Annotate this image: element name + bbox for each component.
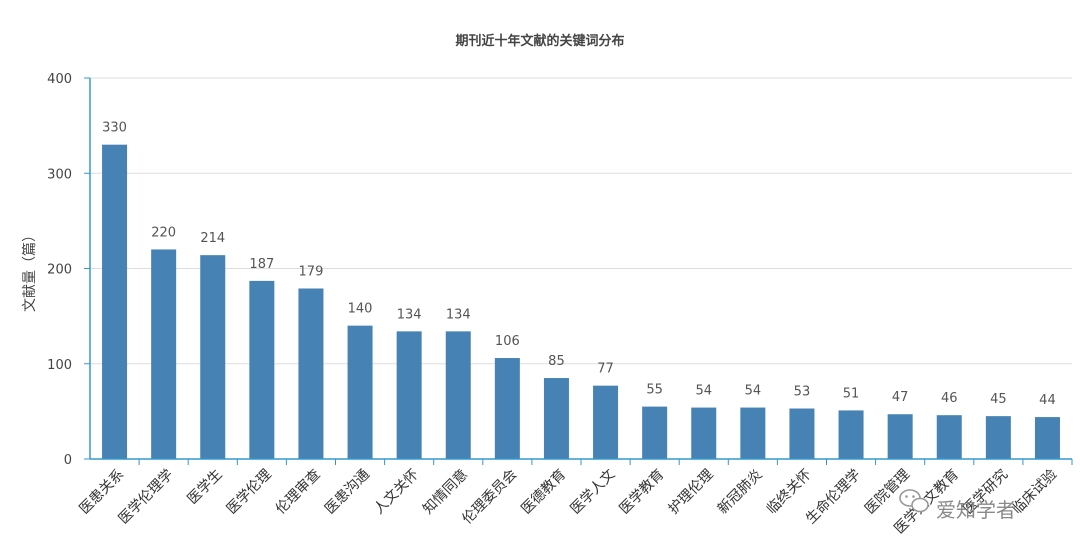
bar xyxy=(985,416,1011,459)
category-label: 临床试验 xyxy=(1009,467,1060,518)
bar xyxy=(740,407,766,459)
bar xyxy=(642,406,668,459)
category-label: 新冠肺炎 xyxy=(715,467,766,518)
category-label: 医患关系 xyxy=(76,467,127,518)
bars: 330 220 214 187 179 140 134 134 106 85 77 55 54 54 53 5… xyxy=(102,121,1060,460)
data-label: 54 xyxy=(745,384,762,399)
data-label: 140 xyxy=(348,302,373,317)
bar xyxy=(151,249,177,459)
category-label: 医院管理 xyxy=(862,467,913,518)
y-axis-ticks: 0 100 200 300 400 xyxy=(47,72,90,468)
bar xyxy=(249,280,275,459)
category-label: 医学伦理 xyxy=(224,467,275,518)
bar xyxy=(445,331,471,459)
y-tick-label: 400 xyxy=(47,72,72,87)
data-label: 46 xyxy=(941,391,958,406)
data-label: 134 xyxy=(397,307,422,322)
data-label: 47 xyxy=(892,390,909,405)
data-label: 330 xyxy=(102,121,127,136)
y-tick-label: 0 xyxy=(64,453,72,468)
category-label: 临终关怀 xyxy=(764,467,815,518)
data-label: 45 xyxy=(990,392,1007,407)
wechat-icon xyxy=(899,489,929,513)
category-label: 医患沟通 xyxy=(322,467,373,518)
data-label: 77 xyxy=(597,362,614,377)
data-label: 55 xyxy=(646,383,663,398)
bar xyxy=(593,385,619,459)
bar xyxy=(200,255,226,459)
bar xyxy=(789,408,815,459)
category-label: 护理伦理 xyxy=(666,467,717,518)
category-label: 医学生 xyxy=(185,467,226,508)
bar xyxy=(936,415,962,459)
y-tick-label: 300 xyxy=(47,167,72,182)
watermark-text: 爱知学者 xyxy=(936,498,1016,522)
data-label: 54 xyxy=(695,384,712,399)
y-axis-label: 文献量（篇） xyxy=(22,228,38,312)
data-label: 220 xyxy=(151,225,176,240)
bar xyxy=(102,144,128,460)
bar xyxy=(838,410,864,459)
watermark: 爱知学者 xyxy=(899,489,1016,522)
data-label: 51 xyxy=(843,386,860,401)
category-label: 人文关怀 xyxy=(371,467,422,518)
y-tick-label: 100 xyxy=(47,358,72,373)
bar xyxy=(1034,417,1060,459)
chart-title: 期刊近十年文献的关键词分布 xyxy=(455,33,624,49)
bar xyxy=(298,288,324,459)
data-label: 53 xyxy=(794,385,811,400)
y-tick-label: 200 xyxy=(47,263,72,278)
bar xyxy=(494,358,520,459)
data-label: 106 xyxy=(495,334,520,349)
bar xyxy=(887,414,913,459)
data-label: 85 xyxy=(548,354,565,369)
data-label: 44 xyxy=(1039,393,1056,408)
bar xyxy=(543,378,569,459)
data-label: 134 xyxy=(446,307,471,322)
category-label: 医学人文 xyxy=(567,467,618,518)
category-label: 知情同意 xyxy=(419,466,471,518)
category-label: 医学教育 xyxy=(617,467,668,518)
bar xyxy=(347,325,373,459)
category-label: 伦理审查 xyxy=(273,467,324,518)
data-label: 179 xyxy=(299,265,324,280)
data-label: 187 xyxy=(249,257,274,272)
category-label: 医德教育 xyxy=(518,467,569,518)
bar xyxy=(691,407,717,459)
bar xyxy=(396,331,422,459)
grid-lines xyxy=(90,77,1072,365)
data-label: 214 xyxy=(200,231,225,246)
